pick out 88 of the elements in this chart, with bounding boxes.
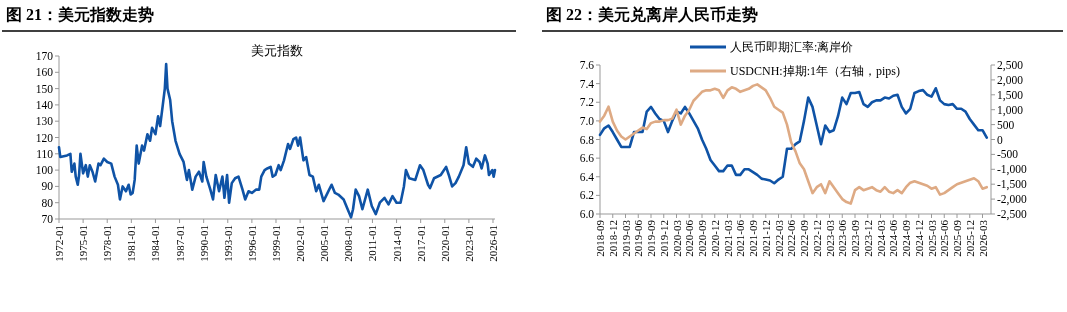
x-tick-label: 1981-01 [125,225,138,262]
x-tick-label: 2002-01 [294,225,307,262]
x-tick-label: 2008-01 [342,225,355,262]
x-tick-label: 2020-03 [670,219,683,257]
x-tick-label: 2023-06 [836,219,849,257]
y-tick-label: 7.2 [579,96,595,109]
chart-title: 图 21：美元指数走势 [6,5,154,23]
y-tick-label: 130 [35,115,54,128]
x-tick-label: 2019-09 [645,219,657,257]
x-tick-label: 2022-06 [785,219,798,257]
x-tick-label: 2025-06 [938,219,951,257]
x-tick-label: 2024-06 [887,219,900,257]
y-tick-label: 6.2 [579,189,595,202]
y2-tick-label: 2,000 [997,73,1024,87]
y-tick-label: 6.8 [579,133,595,146]
x-tick-label: 2018-09 [594,219,606,257]
x-tick-label: 1972-01 [53,225,65,262]
y-tick-label: 110 [36,147,54,160]
y-tick-label: 6.6 [579,152,595,165]
x-tick-label: 2017-01 [414,225,427,262]
legend-label: USDCNH:掉期:1年（右轴，pips) [730,64,901,78]
x-tick-label: 2023-01 [462,225,475,262]
y-tick-label: 6.0 [579,208,595,220]
x-tick-label: 2021-06 [734,219,747,257]
x-tick-label: 2021-09 [747,219,759,257]
x-tick-label: 2019-06 [632,219,645,257]
x-tick-label: 1993-01 [221,225,234,262]
x-tick-label: 1990-01 [197,225,210,262]
y2-tick-label: -1,000 [997,163,1027,177]
y2-tick-label: -1,500 [997,178,1027,192]
x-tick-label: 2025-03 [925,219,938,257]
y-tick-label: 120 [35,131,54,144]
x-tick-label: 2024-12 [912,220,925,257]
x-tick-label: 2021-12 [759,220,772,257]
y-tick-label: 7.0 [579,114,595,127]
x-tick-label: 2019-03 [619,219,632,257]
chart-title: 图 22：美元兑离岸人民币走势 [546,5,758,23]
y-tick-label: 6.4 [579,170,595,183]
x-tick-label: 2022-09 [798,219,810,257]
x-tick-label: 2023-03 [823,219,836,257]
line-series [598,86,989,185]
y2-tick-label: 1,500 [997,88,1024,102]
x-tick-label: 1978-01 [101,225,114,262]
x-tick-label: 2022-03 [772,219,785,257]
x-tick-label: 2025-09 [951,219,963,257]
y-tick-label: 140 [35,98,54,111]
y2-tick-label: -2,000 [997,193,1027,207]
x-tick-label: 2019-12 [657,220,670,257]
y2-tick-label: 1,000 [997,103,1024,117]
y-tick-label: 150 [35,82,54,95]
y-tick-label: 7.4 [579,77,595,90]
x-tick-label: 2021-03 [721,219,734,257]
y-tick-label: 170 [35,50,54,62]
x-tick-label: 1987-01 [173,225,186,262]
x-tick-label: 2018-12 [606,220,619,257]
x-tick-label: 2020-12 [708,220,721,257]
x-tick-label: 2026-03 [976,219,989,257]
x-tick-label: 2023-12 [861,220,874,257]
y-tick-label: 100 [35,164,54,177]
y-tick-label: 70 [41,213,54,225]
y-tick-label: 80 [41,196,54,209]
x-tick-label: 1984-01 [149,225,162,262]
y-tick-label: 7.6 [579,59,595,71]
y2-tick-label: 0 [997,133,1003,146]
x-tick-label: 2005-01 [318,225,331,262]
x-tick-label: 2026-01 [486,225,499,262]
x-tick-label: 2025-12 [963,220,976,257]
x-tick-label: 2024-09 [900,219,912,257]
x-tick-label: 1975-01 [77,225,90,262]
chart-subtitle: 美元指数 [251,43,303,58]
y-tick-label: 160 [35,66,54,79]
y-tick-label: 90 [41,180,54,193]
x-tick-label: 2014-01 [390,225,403,262]
x-tick-label: 1999-01 [270,225,282,262]
x-tick-label: 2020-01 [438,225,451,262]
x-tick-label: 2023-09 [849,219,861,257]
y2-tick-label: -2,500 [997,208,1027,221]
y2-tick-label: 500 [997,118,1015,131]
x-tick-label: 2020-06 [683,219,696,257]
x-tick-label: 2024-03 [874,219,887,257]
x-tick-label: 2022-12 [810,220,823,257]
line-series [598,83,989,205]
x-tick-label: 1996-01 [245,225,258,262]
x-tick-label: 2020-09 [696,219,708,257]
y2-tick-label: 2,500 [997,59,1024,72]
x-tick-label: 2011-01 [366,225,379,262]
y2-tick-label: -500 [997,148,1019,161]
legend-label: 人民币即期汇率:离岸价 [730,40,854,54]
